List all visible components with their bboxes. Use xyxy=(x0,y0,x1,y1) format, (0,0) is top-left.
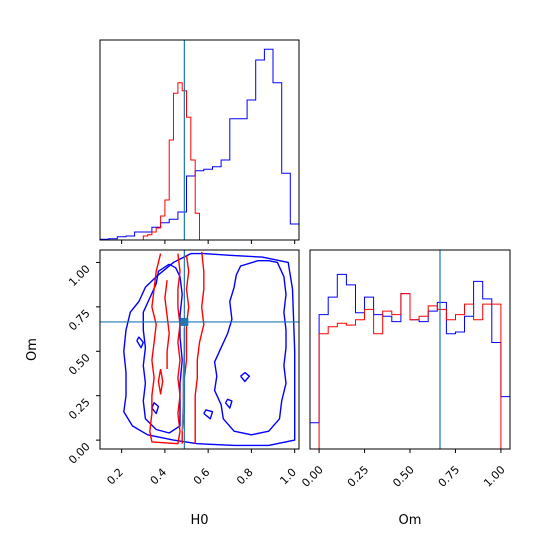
om-marginal-xtick-label: 0.00 xyxy=(299,463,326,490)
om-marginal-group xyxy=(310,273,510,449)
om-marginal-frame xyxy=(309,249,511,450)
contour-red-9 xyxy=(194,251,205,444)
contour-blue-4 xyxy=(240,371,251,383)
om-marginal-xtick-label: 1.00 xyxy=(481,463,508,490)
joint-ylabel: Om xyxy=(25,338,40,361)
h0-marginal-frame xyxy=(99,39,300,241)
h0-marginal-series-red-histogram xyxy=(142,82,204,240)
om-marginal-xtick-label: 0.50 xyxy=(390,463,417,490)
h0-om-joint-xtick-label: 0.4 xyxy=(148,466,170,488)
joint-ytick-label: 0.25 xyxy=(66,396,93,423)
joint-ytick-label: 0.75 xyxy=(66,307,93,334)
om-marginal-xtick-label: 0.25 xyxy=(345,463,372,490)
h0-om-joint-xtick-label: 1.0 xyxy=(277,466,299,488)
contour-blue-6 xyxy=(203,409,214,420)
om-marginal-xlabel: Om xyxy=(399,513,422,528)
joint-ytick-label: 0.00 xyxy=(66,440,93,467)
contour-red-8 xyxy=(149,253,181,445)
contour-red-12 xyxy=(157,368,164,395)
joint-frame xyxy=(99,249,300,450)
h0-om-joint-xtick-label: 0.6 xyxy=(191,466,213,488)
h0-marginal-series-blue-histogram xyxy=(100,48,299,240)
om-marginal-series-red-histogram xyxy=(318,293,502,449)
contour-blue-0 xyxy=(123,252,296,447)
joint-ytick-label: 1.00 xyxy=(66,262,93,289)
h0-marginal-group xyxy=(100,48,299,240)
h0-om-joint-xtick-label: 0.2 xyxy=(104,466,126,488)
h0-om-joint-xtick-label: 0.8 xyxy=(234,466,256,488)
om-marginal-xtick-label: 0.75 xyxy=(436,463,463,490)
contour-blue-2 xyxy=(142,263,183,434)
contour-blue-7 xyxy=(224,398,233,409)
contour-blue-1 xyxy=(213,260,287,436)
contour-red-11 xyxy=(164,280,170,369)
contour-blue-3 xyxy=(136,336,145,349)
joint-ytick-label: 0.50 xyxy=(66,351,93,378)
contour-blue-5 xyxy=(151,402,160,415)
truth-marker xyxy=(180,317,189,326)
joint-contours-group xyxy=(123,251,296,447)
joint-xlabel: H0 xyxy=(190,513,208,528)
